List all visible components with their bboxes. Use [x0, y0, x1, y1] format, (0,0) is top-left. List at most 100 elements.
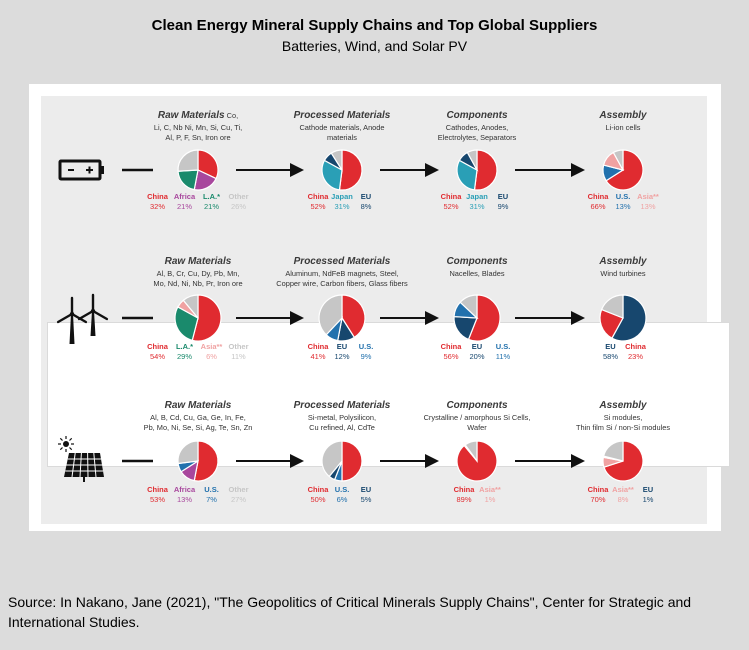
- legend-name-africa: Africa: [174, 192, 196, 201]
- data-label-china: 23%: [628, 352, 643, 361]
- source-note: Source: In Nakano, Jane (2021), "The Geo…: [8, 594, 692, 630]
- stage-heading: Assembly: [598, 400, 647, 411]
- stage-batteries-processed-materials: Processed Materials Cathode materials, An…: [294, 110, 391, 211]
- pie-slice-china: [605, 149, 644, 191]
- stage-solar-pv-raw-materials: Raw Materials Al, B, Cd, Cu, Ga, Ge, In, …: [144, 400, 253, 504]
- legend-name-china: China: [441, 342, 463, 351]
- stage-heading: Assembly: [598, 110, 647, 121]
- legend-name-u-s: U.S.: [616, 192, 631, 201]
- legend-name-asia: Asia**: [479, 485, 501, 494]
- stage-description: Li, C, Nb Ni, Mn, Si, Cu, Ti,: [154, 123, 242, 132]
- stage-description: Copper wire, Carbon fibers, Glass fibers: [276, 279, 408, 288]
- stage-description: Pb, Mo, Ni, Se, Si, Ag, Te, Sn, Zn: [144, 423, 253, 432]
- data-label-eu: 1%: [643, 495, 654, 504]
- data-label-eu: 20%: [469, 352, 484, 361]
- data-label-eu: 8%: [361, 202, 372, 211]
- legend-name-china: China: [308, 192, 330, 201]
- stage-description: Wafer: [467, 423, 487, 432]
- pie-slice-china: [197, 149, 219, 180]
- stage-heading: Components: [446, 400, 508, 411]
- stage-description: Electrolytes, Separators: [438, 133, 517, 142]
- data-label-other: 26%: [231, 202, 246, 211]
- data-label-japan: 31%: [334, 202, 349, 211]
- pie-slice-other: [612, 149, 624, 171]
- legend-name-l-a: L.A.*: [203, 192, 220, 201]
- stage-description: Thin film Si / non-Si modules: [576, 423, 670, 432]
- legend-name-eu: EU: [472, 342, 482, 351]
- data-label-asia: 8%: [618, 495, 629, 504]
- data-label-u-s: 13%: [615, 202, 630, 211]
- legend-name-china: China: [308, 485, 330, 494]
- pie-slice-other: [459, 294, 478, 320]
- pie-slice-eu: [611, 294, 647, 342]
- wind-turbine-icon: [56, 293, 109, 344]
- legend-name-asia: Asia**: [637, 192, 659, 201]
- pie-slice-china: [473, 149, 498, 191]
- data-label-u-s: 9%: [361, 352, 372, 361]
- data-label-china: 70%: [590, 495, 605, 504]
- pie-slice-china: [191, 294, 222, 342]
- legend-name-asia: Asia**: [612, 485, 634, 494]
- legend-name-eu: EU: [605, 342, 615, 351]
- stage-heading: Raw Materials: [165, 400, 232, 411]
- pie-slice-other: [182, 294, 199, 320]
- pie-slice-other: [321, 440, 343, 478]
- stage-description: Crystalline / amorphous Si Cells,: [424, 413, 531, 422]
- chart-title: Clean Energy Mineral Supply Chains and T…: [151, 17, 598, 34]
- pie-slice-other: [330, 149, 343, 173]
- legend-name-u-s: U.S.: [359, 342, 374, 351]
- legend-name-china: China: [147, 192, 169, 201]
- legend-name-china: China: [147, 485, 169, 494]
- data-label-china: 41%: [310, 352, 325, 361]
- data-label-china: 56%: [443, 352, 458, 361]
- legend-name-china: China: [454, 485, 476, 494]
- legend-name-china: China: [308, 342, 330, 351]
- data-label-china: 50%: [310, 495, 325, 504]
- legend-name-u-s: U.S.: [204, 485, 219, 494]
- data-label-u-s: 11%: [496, 352, 511, 361]
- legend-name-u-s: U.S.: [496, 342, 511, 351]
- pie-slice-other: [177, 440, 199, 465]
- pie-slice-china: [193, 440, 219, 482]
- data-label-eu: 12%: [334, 352, 349, 361]
- pie-slice-china: [338, 149, 363, 191]
- stage-solar-pv-components: Components Crystalline / amorphous Si Cel…: [424, 400, 531, 504]
- stage-description: Aluminum, NdFeB magnets, Steel,: [285, 269, 398, 278]
- stage-wind-processed-materials: Processed Materials Aluminum, NdFeB magne…: [276, 256, 408, 361]
- pie-slice-l-a: [177, 169, 199, 191]
- stage-description: Wind turbines: [600, 269, 645, 278]
- pie-slice-other: [318, 294, 343, 336]
- legend-name-eu: EU: [643, 485, 653, 494]
- stage-heading: Assembly: [598, 256, 647, 267]
- stage-description: Cathode materials, Anode: [299, 123, 384, 132]
- legend-name-asia: Asia**: [201, 342, 223, 351]
- data-label-l-a: 29%: [177, 352, 192, 361]
- data-label-other: 11%: [231, 352, 246, 361]
- stage-solar-pv-processed-materials: Processed Materials Si-metal, Polysilicon…: [294, 400, 391, 504]
- data-label-china: 53%: [150, 495, 165, 504]
- legend-name-china: China: [625, 342, 647, 351]
- data-label-l-a: 21%: [204, 202, 219, 211]
- stage-description: Nacelles, Blades: [449, 269, 504, 278]
- stage-description: Cu refined, Al, CdTe: [309, 423, 375, 432]
- stage-heading: Components: [446, 256, 508, 267]
- legend-name-china: China: [441, 192, 463, 201]
- legend-name-japan: Japan: [331, 192, 353, 201]
- legend-name-japan: Japan: [466, 192, 488, 201]
- pie-slice-china: [599, 308, 624, 339]
- stage-description: Mo, Nd, Ni, Nb, Pr, Iron ore: [153, 279, 242, 288]
- stage-description: Al, B, Cr, Cu, Dy, Pb, Mn,: [157, 269, 240, 278]
- stage-description: Si modules,: [604, 413, 643, 422]
- legend-name-china: China: [588, 485, 610, 494]
- legend-name-africa: Africa: [174, 485, 196, 494]
- legend-name-other: Other: [228, 485, 248, 494]
- data-label-china: 54%: [150, 352, 165, 361]
- legend-name-eu: EU: [361, 485, 371, 494]
- pie-slice-china: [456, 440, 498, 482]
- data-label-africa: 21%: [177, 202, 192, 211]
- stage-batteries-components: Components Cathodes, Anodes,Electrolytes,…: [438, 110, 517, 211]
- data-label-asia: 13%: [640, 202, 655, 211]
- legend-name-l-a: L.A.*: [176, 342, 193, 351]
